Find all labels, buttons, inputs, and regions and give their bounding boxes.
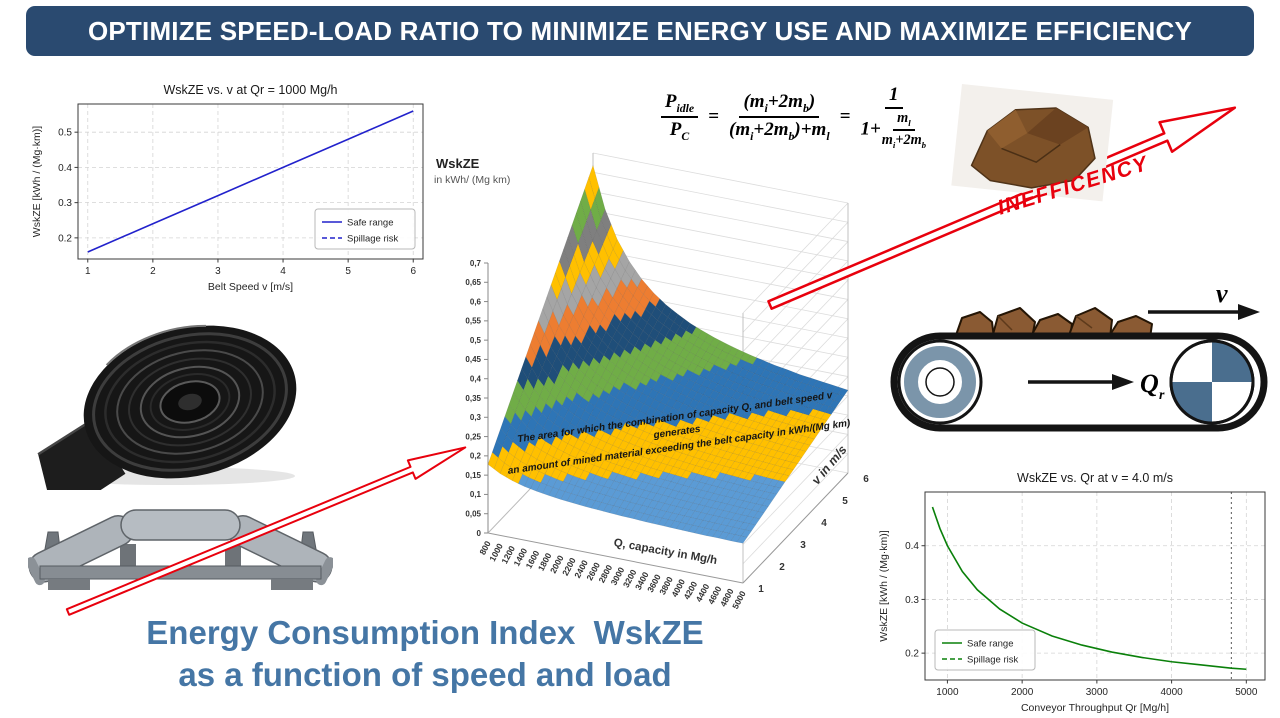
svg-text:0,6: 0,6 (470, 297, 482, 306)
conveyor-schematic: v Q r (880, 278, 1278, 468)
svg-text:1: 1 (85, 266, 91, 277)
svg-text:0,35: 0,35 (465, 394, 481, 403)
slide-caption: Energy Consumption Index WskZE as a func… (30, 612, 820, 696)
belt-speed-arrow (1148, 304, 1260, 320)
svg-text:0: 0 (477, 529, 482, 538)
svg-text:2: 2 (150, 266, 156, 277)
svg-text:Conveyor Throughput Qr [Mg/h]: Conveyor Throughput Qr [Mg/h] (1021, 702, 1169, 714)
svg-text:4000: 4000 (1160, 687, 1183, 698)
svg-text:2000: 2000 (1011, 687, 1034, 698)
svg-text:0,55: 0,55 (465, 317, 481, 326)
svg-text:0,5: 0,5 (470, 336, 482, 345)
equals-sign: = (839, 106, 851, 127)
svg-text:1000: 1000 (936, 687, 959, 698)
svg-text:5: 5 (345, 266, 351, 277)
svg-text:WskZE vs. v at Qr = 1000 Mg/h: WskZE vs. v at Qr = 1000 Mg/h (163, 83, 337, 97)
svg-text:0,7: 0,7 (470, 259, 482, 268)
svg-text:4: 4 (280, 266, 286, 277)
wskze-vs-speed-chart: 1 2 3 4 5 6 0.2 0.3 0.4 0.5 WskZE vs. v at Qr = 10… (28, 80, 433, 295)
throughput-label: Q (1140, 369, 1159, 398)
svg-text:0,3: 0,3 (470, 413, 482, 422)
svg-text:5: 5 (842, 496, 848, 507)
title-banner: OPTIMIZE SPEED-LOAD RATIO TO MINIMIZE EN… (26, 6, 1254, 56)
inefficiency-label: INEFFICENCY (995, 152, 1152, 220)
tail-pulley (1169, 339, 1255, 425)
formula-power-ratio: Pidle PC (660, 91, 699, 144)
surface-z-axis-title: WskZE (436, 156, 480, 171)
svg-text:0.4: 0.4 (58, 163, 72, 174)
idler-station-photo (28, 509, 333, 590)
svg-text:WskZE vs. Qr at v = 4.0 m/s: WskZE vs. Qr at v = 4.0 m/s (1017, 471, 1173, 485)
svg-text:WskZE [kWh / (Mg·km)]: WskZE [kWh / (Mg·km)] (878, 530, 890, 641)
svg-text:6: 6 (863, 474, 869, 485)
formula-mass-ratio: (mi+2mb) (mi+2mb)+ml (729, 90, 830, 143)
svg-text:1: 1 (758, 584, 764, 595)
svg-text:Safe range: Safe range (967, 638, 1013, 649)
svg-text:0.3: 0.3 (905, 595, 919, 606)
svg-text:0,4: 0,4 (470, 375, 482, 384)
caption-line1: Energy Consumption Index WskZE (146, 614, 704, 651)
svg-text:Belt Speed v [m/s]: Belt Speed v [m/s] (208, 281, 293, 293)
svg-text:Safe range: Safe range (347, 217, 393, 228)
throughput-arrow (1028, 374, 1134, 390)
idle-power-formula: Pidle PC = (mi+2mb) (mi+2mb)+ml = 1 1+ ml… (598, 80, 990, 154)
svg-text:0,15: 0,15 (465, 471, 481, 480)
conveyor-belt-outline (890, 332, 1268, 432)
svg-text:0,65: 0,65 (465, 278, 481, 287)
svg-text:4: 4 (821, 518, 827, 529)
svg-text:0.3: 0.3 (58, 198, 72, 209)
svg-text:0.5: 0.5 (58, 128, 72, 139)
svg-text:0,25: 0,25 (465, 432, 481, 441)
svg-text:0,45: 0,45 (465, 355, 481, 364)
svg-text:6: 6 (410, 266, 416, 277)
svg-text:0.2: 0.2 (905, 649, 919, 660)
svg-text:0,2: 0,2 (470, 452, 482, 461)
svg-text:Spillage risk: Spillage risk (967, 654, 1018, 665)
svg-text:Spillage risk: Spillage risk (347, 233, 398, 244)
svg-text:3000: 3000 (1086, 687, 1109, 698)
svg-text:3: 3 (215, 266, 221, 277)
surface-3d-panel: 0 0,05 0,1 0,15 0,2 0,25 0,3 0,35 0,4 0,45 0,5 0,55… (428, 78, 888, 643)
svg-text:WskZE [kWh / (Mg·km)]: WskZE [kWh / (Mg·km)] (31, 126, 43, 237)
banner-title: OPTIMIZE SPEED-LOAD RATIO TO MINIMIZE EN… (87, 15, 1193, 46)
svg-text:0.4: 0.4 (905, 541, 919, 552)
equals-sign: = (708, 106, 719, 127)
belt-speed-label: v (1216, 279, 1228, 308)
svg-text:0.2: 0.2 (58, 233, 72, 244)
surface-3d-plot: 0 0,05 0,1 0,15 0,2 0,25 0,3 0,35 0,4 0,45 0,5 0,55… (465, 152, 869, 611)
caption-line2: as a function of speed and load (178, 655, 672, 693)
wskze-vs-throughput-chart: 1000 2000 3000 4000 5000 0.2 0.3 0.4 WskZE vs. Q… (875, 468, 1275, 716)
svg-text:5000: 5000 (1235, 687, 1258, 698)
svg-text:0,05: 0,05 (465, 510, 481, 519)
svg-text:3: 3 (800, 540, 806, 551)
throughput-label-sub: r (1159, 388, 1165, 403)
svg-text:0,1: 0,1 (470, 490, 482, 499)
head-pulley (897, 339, 983, 425)
surface-z-axis-units: in kWh/ (Mg km) (434, 174, 511, 186)
svg-text:2: 2 (779, 562, 785, 573)
formula-simplified-ratio: 1 1+ ml mi+2mb (860, 84, 927, 150)
